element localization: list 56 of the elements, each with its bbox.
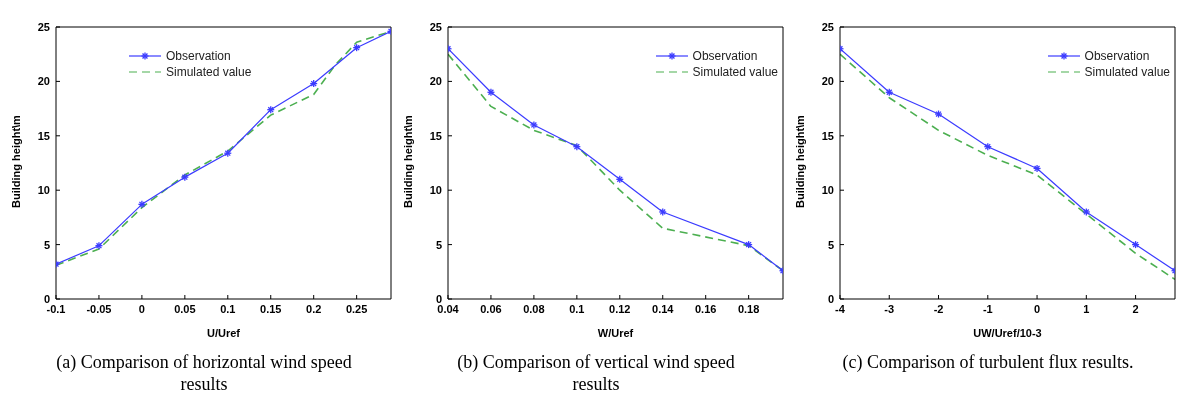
x-axis-title: U/Uref	[206, 327, 241, 339]
x-tick-label: -2	[933, 302, 944, 315]
x-tick-label: 0	[1034, 302, 1041, 315]
legend-label: Observation	[692, 48, 758, 64]
y-tick-label: 5	[435, 238, 442, 251]
x-tick-label: -3	[884, 302, 895, 315]
x-tick-label: 0.18	[737, 302, 760, 315]
legend-label: Observation	[166, 48, 231, 64]
x-axis-title: W/Uref	[597, 327, 634, 339]
y-tick-label: 20	[821, 75, 834, 88]
y-tick-label: 0	[43, 292, 50, 305]
y-tick-label: 10	[821, 184, 834, 197]
x-axis-title: UW/Uref/10-3	[973, 327, 1042, 339]
legend-label: Observation	[1084, 48, 1150, 64]
y-tick-label: 10	[37, 184, 50, 197]
y-tick-label: 10	[429, 184, 442, 197]
x-tick-label: 0.05	[174, 302, 196, 315]
text: (c) Comparison of turbulent flux results.	[841, 351, 1135, 373]
y-tick-label: 20	[429, 75, 442, 88]
x-tick-label: 0.1	[220, 302, 236, 315]
y-tick-label: 25	[821, 20, 834, 33]
legend-label: Simulated value	[1084, 64, 1170, 80]
x-tick-label: 0.08	[523, 302, 545, 315]
y-axis-title: Building height\m	[401, 114, 414, 208]
y-tick-label: 25	[37, 20, 50, 33]
x-tick-label: 0.16	[694, 302, 717, 315]
x-tick-label: 1	[1083, 302, 1090, 315]
x-tick-label: 0.06	[480, 302, 502, 315]
x-tick-label: 0.1	[569, 302, 585, 315]
x-tick-label: -1	[982, 302, 993, 315]
x-tick-label: -0.05	[86, 302, 112, 315]
y-axis-title: Building height\m	[793, 114, 806, 208]
x-tick-label: 0.14	[652, 302, 675, 315]
x-tick-label: 0	[138, 302, 145, 315]
y-tick-label: 15	[429, 129, 442, 142]
x-tick-label: -0.1	[46, 302, 66, 315]
x-tick-label: 0.15	[260, 302, 282, 315]
x-tick-label: 2	[1132, 302, 1139, 315]
y-axis-title: Building height\m	[9, 114, 22, 208]
y-tick-label: 0	[827, 292, 834, 305]
y-tick-label: 5	[43, 238, 50, 251]
x-tick-label: 0.04	[437, 302, 460, 315]
text: (b) Comparison of vertical wind speed results	[456, 351, 736, 395]
y-tick-label: 15	[37, 129, 50, 142]
legend-label: Simulated value	[692, 64, 778, 80]
x-tick-label: -4	[835, 302, 846, 315]
text: (a) Comparison of horizontal wind speed results	[55, 351, 353, 395]
x-tick-label: 0.2	[306, 302, 322, 315]
y-tick-label: 5	[827, 238, 834, 251]
x-tick-label: 0.12	[609, 302, 631, 315]
y-tick-label: 25	[429, 20, 442, 33]
x-tick-label: 0.25	[345, 302, 368, 315]
y-tick-label: 20	[37, 75, 50, 88]
y-tick-label: 0	[435, 292, 442, 305]
legend-label: Simulated value	[166, 64, 252, 80]
y-tick-label: 15	[821, 129, 834, 142]
